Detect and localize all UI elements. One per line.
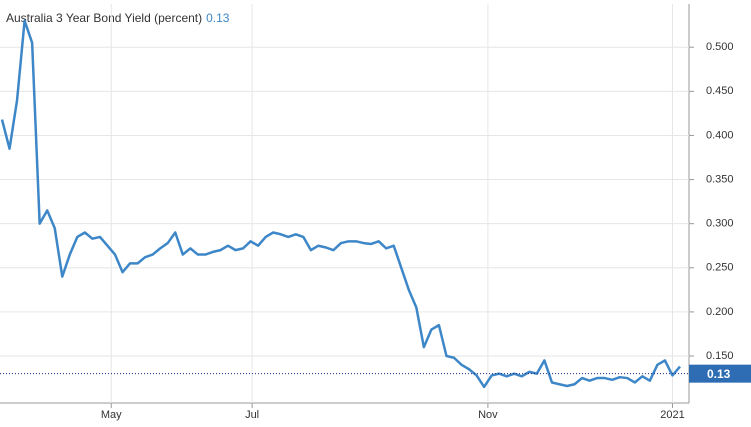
x-tick-label: Jul bbox=[245, 409, 259, 421]
line bbox=[0, 19, 681, 389]
x-tick-label: Nov bbox=[478, 409, 498, 421]
y-tick-label: 0.400 bbox=[706, 129, 734, 141]
y-tick-label: 0.300 bbox=[706, 218, 734, 230]
chart-title: Australia 3 Year Bond Yield (percent) bbox=[6, 11, 202, 25]
x-tick-label: May bbox=[101, 409, 122, 421]
y-tick-label: 0.350 bbox=[706, 173, 734, 185]
last-value-label: 0.13 bbox=[707, 367, 731, 381]
y-tick-label: 0.500 bbox=[706, 41, 734, 53]
x-tick-label: 2021 bbox=[660, 409, 684, 421]
y-tick-label: 0.250 bbox=[706, 262, 734, 274]
y-tick-label: 0.200 bbox=[706, 306, 734, 318]
y-tick-label: 0.450 bbox=[706, 85, 734, 97]
last-value-box bbox=[689, 364, 751, 383]
title-value: 0.13 bbox=[206, 11, 230, 25]
y-tick-label: 0.150 bbox=[706, 350, 734, 362]
